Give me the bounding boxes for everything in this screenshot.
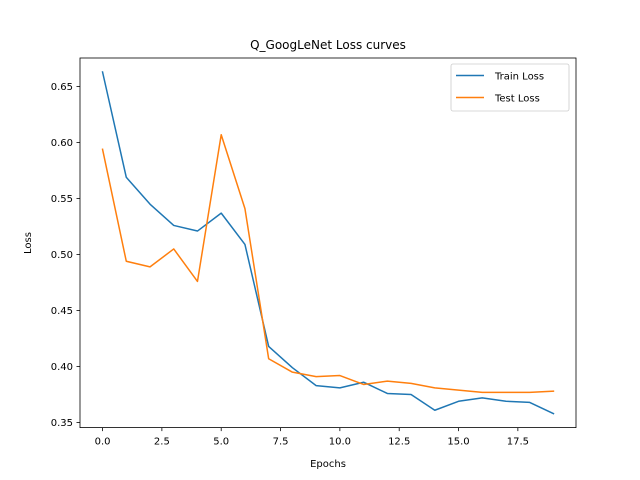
legend-train-loss-label: Train Loss <box>494 72 544 83</box>
x-tick-label: 2.5 <box>154 437 170 448</box>
x-tick-label: 10.0 <box>329 437 351 448</box>
x-tick-label: 12.5 <box>388 437 410 448</box>
y-tick-label: 0.40 <box>51 362 73 373</box>
x-tick-label: 5.0 <box>213 437 229 448</box>
legend-test-loss-label: Test Loss <box>494 94 540 105</box>
plot-frame <box>79 57 577 429</box>
x-tick-label: 7.5 <box>273 437 289 448</box>
y-tick-label: 0.35 <box>51 418 73 429</box>
plot-lines <box>101 71 555 415</box>
x-tick-label: 15.0 <box>447 437 469 448</box>
x-tick-label: 17.5 <box>507 437 529 448</box>
y-tick-label: 0.45 <box>51 306 73 317</box>
x-axis-label: Epochs <box>310 459 346 470</box>
y-axis-label: Loss <box>23 232 34 254</box>
y-tick-label: 0.65 <box>51 82 73 93</box>
y-axis: 0.35 0.40 0.45 0.50 0.55 0.60 0.65 <box>51 82 80 429</box>
y-tick-label: 0.55 <box>51 194 73 205</box>
series-train-loss-line <box>101 71 555 415</box>
chart-title: Q_GoogLeNet Loss curves <box>250 38 406 52</box>
x-axis: 0.0 2.5 5.0 7.5 10.0 12.5 15.0 17.5 <box>95 427 529 448</box>
legend: Train Loss Test Loss <box>450 63 570 112</box>
series-test-loss-line <box>101 133 555 394</box>
x-tick-label: 0.0 <box>95 437 111 448</box>
y-tick-label: 0.60 <box>51 138 73 149</box>
y-tick-label: 0.50 <box>51 250 73 261</box>
